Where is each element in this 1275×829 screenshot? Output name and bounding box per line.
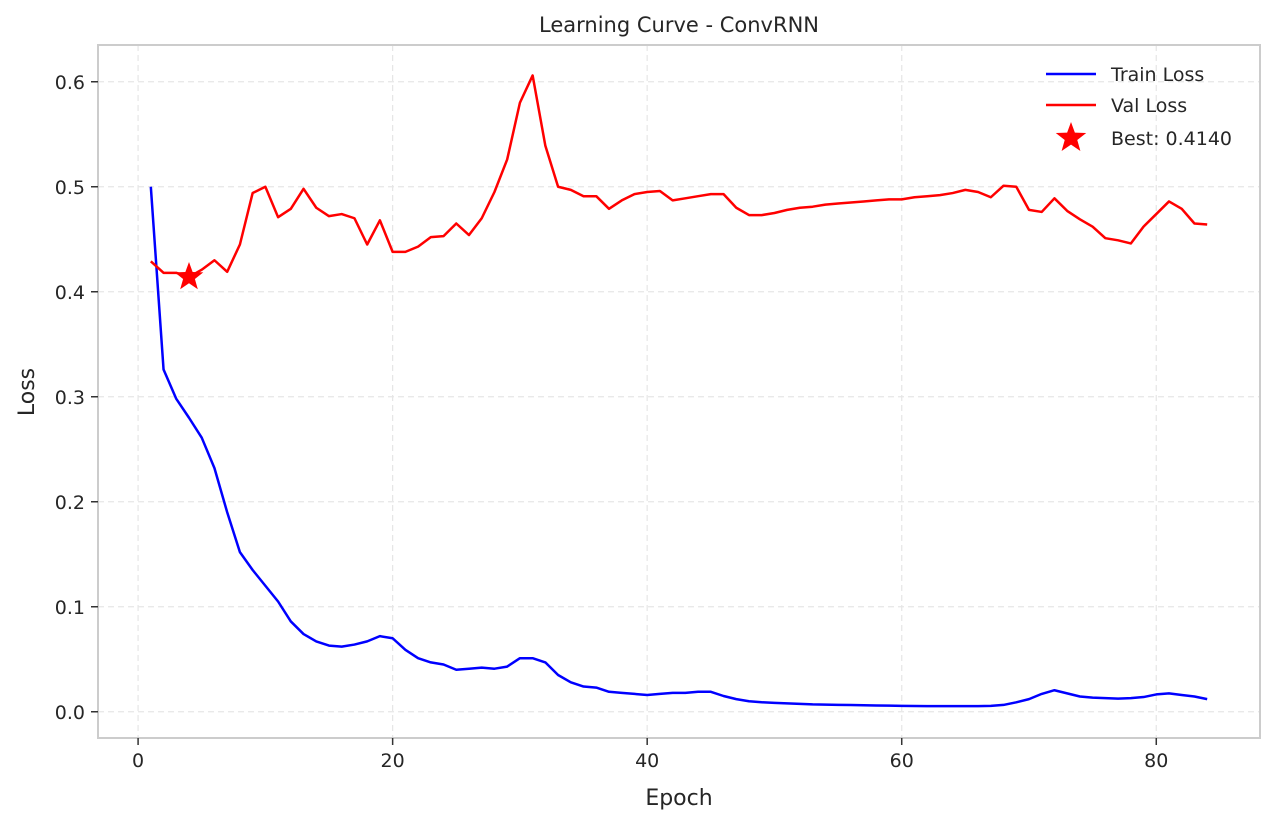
ticks-layer: 0 20 40 60 80 0.0 0.1 0.2 0.3 0.4 0.5 0.6 xyxy=(55,72,1169,772)
best-marker-star xyxy=(174,262,204,290)
x-tick-label: 40 xyxy=(635,750,659,772)
grid-layer xyxy=(98,45,1260,738)
y-tick-label: 0.4 xyxy=(55,282,85,304)
y-tick-label: 0.3 xyxy=(55,387,85,409)
legend-label-train-loss: Train Loss xyxy=(1110,64,1204,86)
y-tick-label: 0.6 xyxy=(55,72,85,94)
x-tick-label: 0 xyxy=(132,750,144,772)
y-tick-label: 0.2 xyxy=(55,492,85,514)
legend-star-marker xyxy=(1055,122,1087,151)
x-tick-label: 60 xyxy=(890,750,914,772)
legend-label-best: Best: 0.4140 xyxy=(1111,128,1232,150)
plot-frame xyxy=(97,44,1261,739)
series-line-train-loss xyxy=(149,186,1208,708)
x-axis-label: Epoch xyxy=(645,786,712,811)
x-tick-label: 80 xyxy=(1144,750,1168,772)
chart-title: Learning Curve - ConvRNN xyxy=(539,13,819,37)
y-tick-label: 0.5 xyxy=(55,177,85,199)
x-tick-label: 20 xyxy=(381,750,405,772)
y-tick-label: 0.0 xyxy=(55,702,85,724)
y-tick-label: 0.1 xyxy=(55,597,85,619)
legend: Train Loss Val Loss Best: 0.4140 xyxy=(1046,64,1232,151)
y-axis-label: Loss xyxy=(15,368,40,416)
series-line-val-loss xyxy=(149,74,1208,279)
data-layer xyxy=(149,74,1208,708)
legend-label-val-loss: Val Loss xyxy=(1111,95,1187,117)
